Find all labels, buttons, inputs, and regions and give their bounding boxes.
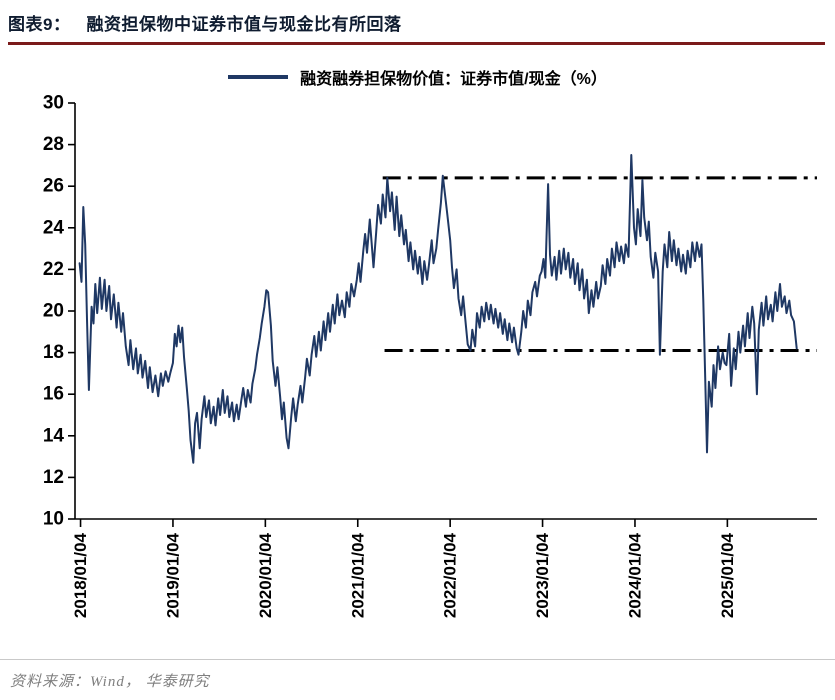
x-tick-label: 2025/01/04 [718, 532, 737, 618]
y-tick-label: 24 [43, 217, 65, 238]
figure-title-row: 图表9： 融资担保物中证券市值与现金比有所回落 [8, 10, 825, 35]
y-tick-label: 20 [43, 301, 64, 322]
y-tick-label: 30 [43, 93, 64, 114]
figure-header: 图表9： 融资担保物中证券市值与现金比有所回落 [0, 0, 835, 45]
chart-legend: 融资融券担保物价值：证券市值/现金（%） [0, 65, 835, 89]
line-chart: 10 12 14 16 18 20 22 24 26 28 30 2018/01/04 2019/01/… [43, 93, 817, 618]
x-tick-label: 2018/01/04 [71, 532, 90, 618]
y-tick-label: 10 [43, 509, 64, 530]
y-tick-label: 14 [43, 425, 65, 446]
source-text: 资料来源：Wind， 华泰研究 [10, 673, 210, 690]
y-tick-label: 18 [43, 342, 64, 363]
figure-label: 图表9： [8, 15, 71, 34]
y-tick-label: 22 [43, 259, 64, 280]
y-tick-label: 28 [43, 134, 64, 155]
figure-title: 融资担保物中证券市值与现金比有所回落 [86, 15, 402, 34]
series-line [78, 154, 798, 464]
x-tick-label: 2021/01/04 [348, 532, 367, 618]
x-tick-label: 2024/01/04 [625, 532, 644, 618]
x-tick-label: 2023/01/04 [533, 532, 552, 618]
x-tick-label: 2022/01/04 [441, 532, 460, 618]
y-tick-label: 16 [43, 384, 64, 405]
y-tick-label: 26 [43, 176, 64, 197]
y-tick-label: 12 [43, 467, 64, 488]
title-underline [8, 42, 825, 45]
legend-label: 融资融券担保物价值：证券市值/现金（%） [300, 71, 607, 88]
x-tick-label: 2020/01/04 [256, 532, 275, 618]
x-tick-label: 2019/01/04 [163, 532, 182, 618]
source-note: 资料来源：Wind， 华泰研究 [0, 659, 835, 700]
legend-line-swatch [228, 75, 289, 79]
